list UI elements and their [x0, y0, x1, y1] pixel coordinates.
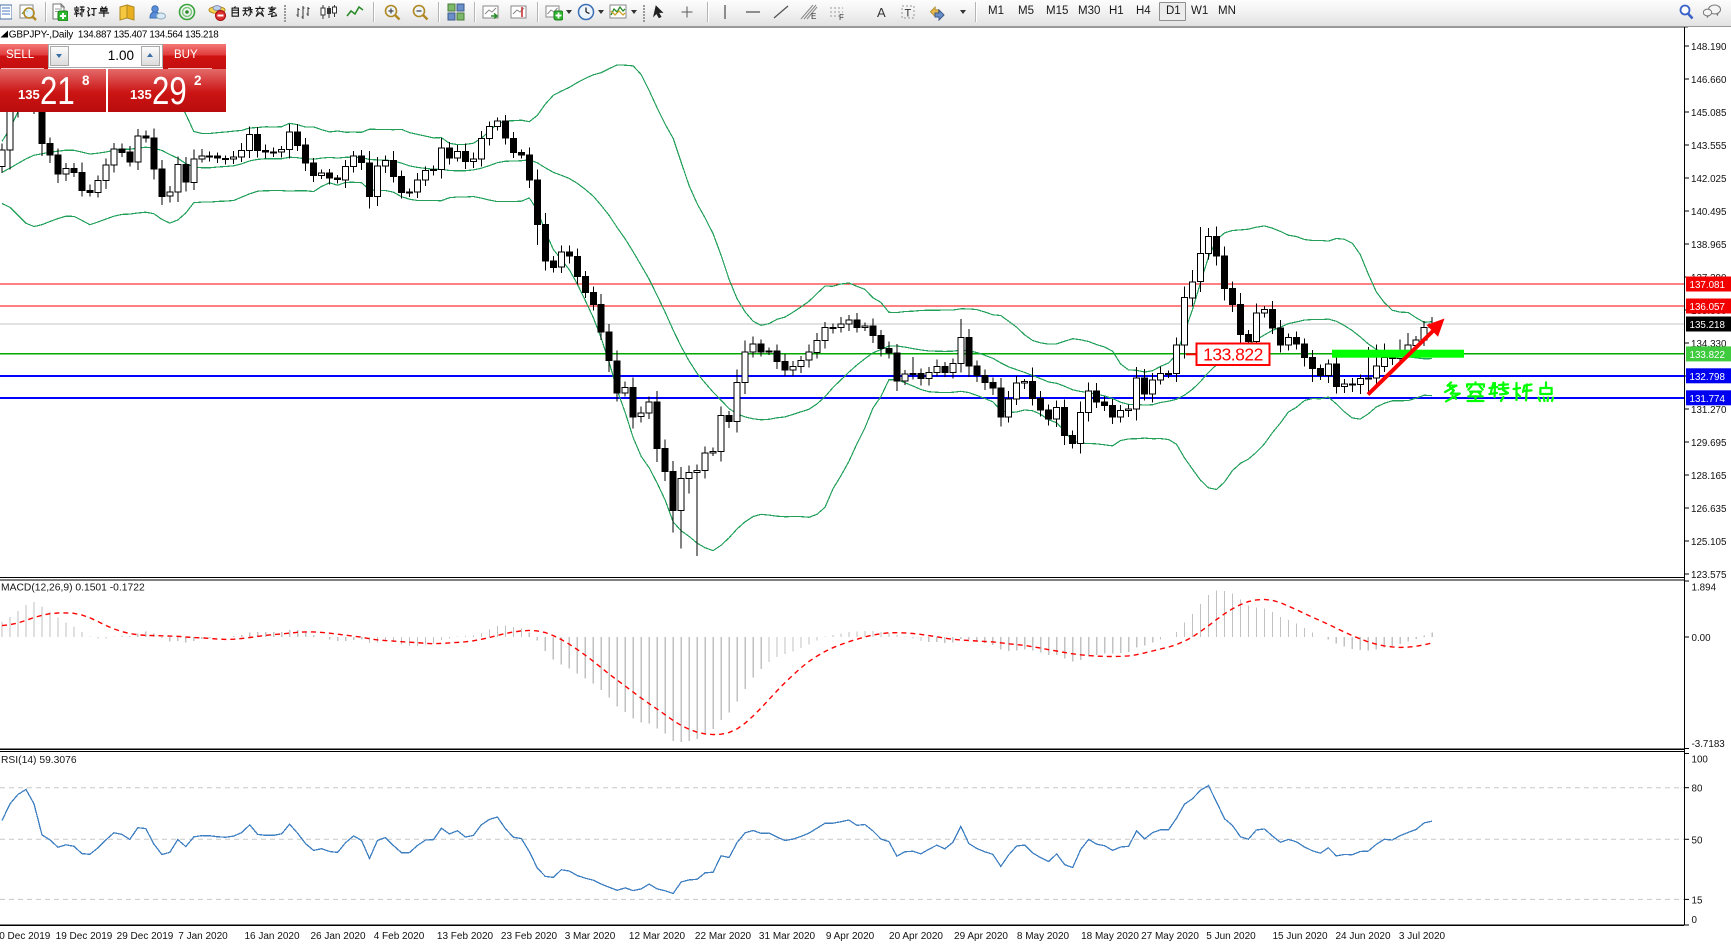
- svg-text:133.822: 133.822: [1690, 350, 1725, 361]
- svg-text:24 Jun 2020: 24 Jun 2020: [1335, 931, 1390, 942]
- svg-text:26 Jan 2020: 26 Jan 2020: [310, 931, 365, 942]
- svg-text:MACD(12,26,9) 0.1501 -0.1722: MACD(12,26,9) 0.1501 -0.1722: [1, 583, 145, 594]
- svg-text:29 Apr 2020: 29 Apr 2020: [954, 931, 1008, 942]
- svg-text:0: 0: [1692, 915, 1698, 926]
- svg-text:9 Apr 2020: 9 Apr 2020: [826, 931, 875, 942]
- svg-text:126.635: 126.635: [1691, 504, 1727, 515]
- svg-text:128.165: 128.165: [1691, 471, 1727, 482]
- svg-text:7 Jan 2020: 7 Jan 2020: [178, 931, 228, 942]
- svg-text:134.330: 134.330: [1691, 339, 1727, 350]
- svg-text:31 Mar 2020: 31 Mar 2020: [759, 931, 816, 942]
- svg-text:129.695: 129.695: [1691, 438, 1727, 449]
- svg-text:125.105: 125.105: [1691, 537, 1727, 548]
- svg-text:F: F: [839, 13, 844, 21]
- svg-text:15 Jun 2020: 15 Jun 2020: [1272, 931, 1327, 942]
- svg-text:135.218: 135.218: [1690, 320, 1726, 331]
- svg-text:23 Feb 2020: 23 Feb 2020: [501, 931, 558, 942]
- svg-text:145.085: 145.085: [1691, 108, 1727, 119]
- svg-text:143.555: 143.555: [1691, 141, 1727, 152]
- svg-text:140.495: 140.495: [1691, 207, 1727, 218]
- svg-text:18 May 2020: 18 May 2020: [1081, 931, 1139, 942]
- svg-text:E: E: [811, 12, 816, 21]
- svg-text:-3.7183: -3.7183: [1692, 739, 1726, 750]
- svg-text:0.00: 0.00: [1692, 633, 1712, 644]
- svg-text:27 May 2020: 27 May 2020: [1141, 931, 1199, 942]
- svg-text:4 Feb 2020: 4 Feb 2020: [374, 931, 425, 942]
- svg-text:3 Jul 2020: 3 Jul 2020: [1399, 931, 1446, 942]
- svg-text:131.270: 131.270: [1691, 405, 1727, 416]
- svg-text:146.660: 146.660: [1691, 75, 1727, 86]
- svg-text:80: 80: [1692, 784, 1703, 795]
- svg-text:20 Apr 2020: 20 Apr 2020: [889, 931, 943, 942]
- svg-text:138.965: 138.965: [1691, 240, 1727, 251]
- svg-text:12 Mar 2020: 12 Mar 2020: [629, 931, 686, 942]
- svg-text:132.798: 132.798: [1690, 372, 1726, 383]
- svg-text:5 Jun 2020: 5 Jun 2020: [1206, 931, 1256, 942]
- svg-text:133.822: 133.822: [1203, 345, 1263, 365]
- svg-text:16 Jan 2020: 16 Jan 2020: [244, 931, 299, 942]
- svg-text:19 Dec 2019: 19 Dec 2019: [56, 931, 113, 942]
- svg-text:22 Mar 2020: 22 Mar 2020: [695, 931, 752, 942]
- svg-text:131.774: 131.774: [1690, 394, 1726, 405]
- svg-text:148.190: 148.190: [1691, 42, 1727, 53]
- svg-text:13 Feb 2020: 13 Feb 2020: [437, 931, 494, 942]
- svg-text:136.057: 136.057: [1690, 302, 1725, 313]
- svg-text:50: 50: [1692, 835, 1703, 846]
- svg-text:3 Mar 2020: 3 Mar 2020: [565, 931, 616, 942]
- svg-text:29 Dec 2019: 29 Dec 2019: [117, 931, 174, 942]
- svg-text:123.575: 123.575: [1691, 570, 1727, 581]
- svg-text:1.894: 1.894: [1692, 583, 1717, 594]
- svg-text:142.025: 142.025: [1691, 174, 1727, 185]
- svg-text:T: T: [905, 8, 912, 20]
- svg-text:8 May 2020: 8 May 2020: [1017, 931, 1070, 942]
- svg-text:A: A: [877, 5, 886, 20]
- svg-text:RSI(14) 59.3076: RSI(14) 59.3076: [1, 755, 77, 766]
- svg-text:137.081: 137.081: [1690, 280, 1725, 291]
- svg-text:100: 100: [1692, 755, 1709, 766]
- svg-text:10 Dec 2019: 10 Dec 2019: [0, 931, 51, 942]
- svg-text:15: 15: [1692, 895, 1703, 906]
- svg-text:GBPJPY-,Daily 134.887 135.407: GBPJPY-,Daily 134.887 135.407 134.564 13…: [9, 30, 219, 41]
